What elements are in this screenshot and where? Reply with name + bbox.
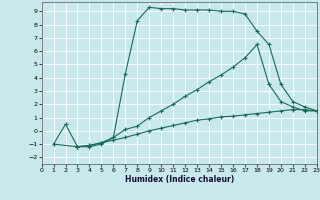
X-axis label: Humidex (Indice chaleur): Humidex (Indice chaleur) (124, 175, 234, 184)
